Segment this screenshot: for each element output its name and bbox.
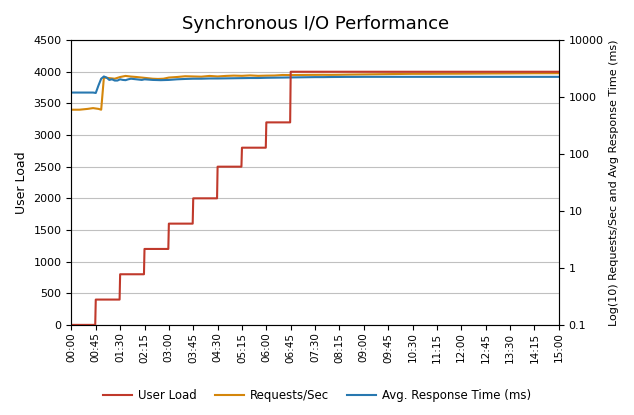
Legend: User Load, Requests/Sec, Avg. Response Time (ms): User Load, Requests/Sec, Avg. Response T… <box>98 385 536 407</box>
User Load <box>92 297 100 302</box>
Requests/Sec <box>143 76 151 81</box>
User Load <box>68 322 75 327</box>
User Load <box>287 69 295 74</box>
Avg. Response Time (ms) <box>190 76 197 81</box>
Avg. Response Time (ms) <box>522 74 530 79</box>
Line: Requests/Sec: Requests/Sec <box>72 73 559 110</box>
User Load <box>238 145 246 150</box>
Avg. Response Time (ms) <box>92 90 100 95</box>
Y-axis label: User Load: User Load <box>15 151 28 214</box>
User Load <box>555 69 562 74</box>
Avg. Response Time (ms) <box>320 75 327 80</box>
User Load <box>165 221 172 226</box>
Avg. Response Time (ms) <box>555 74 562 79</box>
User Load <box>238 164 245 169</box>
Requests/Sec <box>539 71 547 76</box>
Avg. Response Time (ms) <box>384 74 392 79</box>
Y-axis label: Log(10) Requests/Sec and Avg Response Time (ms): Log(10) Requests/Sec and Avg Response Ti… <box>609 39 619 326</box>
Avg. Response Time (ms) <box>100 74 108 79</box>
Line: Avg. Response Time (ms): Avg. Response Time (ms) <box>72 76 559 93</box>
Avg. Response Time (ms) <box>68 90 75 95</box>
User Load <box>190 196 197 201</box>
User Load <box>140 272 148 277</box>
Requests/Sec <box>149 76 157 81</box>
User Load <box>164 247 172 251</box>
Avg. Response Time (ms) <box>360 74 368 79</box>
User Load <box>262 145 269 150</box>
User Load <box>287 120 294 125</box>
User Load <box>214 164 221 169</box>
Avg. Response Time (ms) <box>113 78 121 83</box>
Requests/Sec <box>498 71 506 76</box>
User Load <box>213 196 221 201</box>
Line: User Load: User Load <box>72 72 559 325</box>
Requests/Sec <box>320 72 327 77</box>
User Load <box>141 247 148 251</box>
User Load <box>91 322 99 327</box>
Requests/Sec <box>555 71 562 76</box>
User Load <box>116 272 124 277</box>
Requests/Sec <box>328 72 335 77</box>
User Load <box>189 221 197 226</box>
User Load <box>116 297 124 302</box>
Requests/Sec <box>68 107 75 112</box>
User Load <box>262 120 270 125</box>
Title: Synchronous I/O Performance: Synchronous I/O Performance <box>181 15 449 33</box>
